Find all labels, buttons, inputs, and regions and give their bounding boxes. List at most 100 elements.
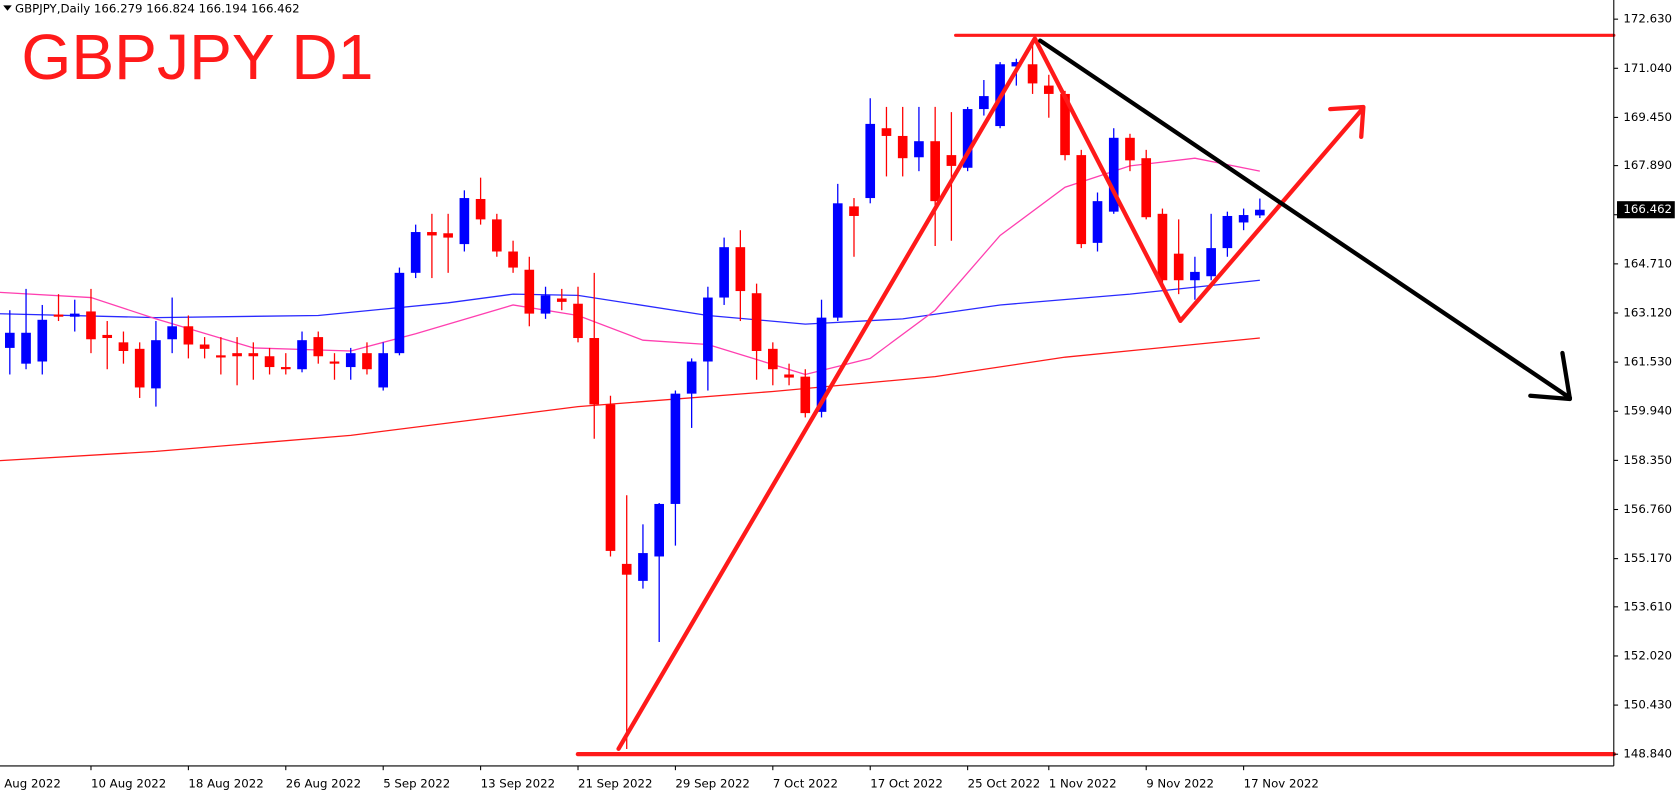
candles: [4, 42, 1265, 749]
candle-body: [946, 155, 957, 166]
y-tick-label: 158.350: [1623, 453, 1672, 467]
chart-title: GBPJPY D1: [21, 21, 373, 93]
candle-body: [719, 247, 729, 298]
candle-body: [1238, 215, 1249, 223]
candle-body: [216, 355, 226, 358]
down-trend-line: [1038, 38, 1573, 401]
x-tick-label: 7 Oct 2022: [773, 777, 838, 791]
y-tick-label: 150.430: [1623, 698, 1672, 712]
candle-body: [183, 326, 194, 345]
y-tick-label: 152.020: [1623, 648, 1672, 662]
arrow-head-up: [1328, 104, 1366, 140]
zigzag: [616, 36, 1365, 751]
candle-body: [1125, 137, 1135, 161]
candle-body: [605, 404, 616, 551]
price-tag: [1617, 201, 1675, 219]
y-tick-label: 161.530: [1623, 355, 1672, 369]
candle-body: [280, 367, 291, 370]
candle-body: [86, 311, 96, 340]
drawings: [575, 33, 1616, 757]
y-tick-label: 153.610: [1623, 599, 1672, 613]
candle-body: [832, 203, 843, 318]
candle-body: [897, 135, 908, 159]
candle-body: [297, 340, 307, 370]
candle-body: [735, 247, 746, 292]
candle-body: [394, 272, 405, 354]
candle-body: [69, 313, 80, 317]
x-tick-label: 17 Oct 2022: [870, 777, 943, 791]
header: GBPJPY,Daily 166.279 166.824 166.194 166…: [15, 1, 300, 15]
candle-body: [134, 348, 145, 388]
x-tick-label: 29 Sep 2022: [675, 777, 750, 791]
low-value: 166.194: [199, 1, 248, 15]
symbol: GBPJPY,Daily: [15, 1, 90, 15]
y-tick-label: 169.450: [1623, 110, 1672, 124]
candle-body: [151, 340, 161, 389]
candle-body: [167, 326, 177, 340]
candle-body: [1222, 215, 1233, 249]
y-tick-label: 148.840: [1623, 747, 1672, 761]
x-tick-label: 13 Sep 2022: [481, 777, 555, 791]
y-tick-label: 159.940: [1623, 404, 1672, 418]
candle-body: [1092, 201, 1103, 243]
candle-body: [508, 251, 518, 268]
candle-body: [1141, 158, 1152, 218]
candle-body: [1190, 271, 1200, 281]
x-tick-label: 18 Aug 2022: [188, 777, 263, 791]
candle-body: [556, 298, 567, 302]
x-tick-label: 25 Oct 2022: [968, 777, 1041, 791]
candle-body: [1060, 93, 1070, 156]
candle-body: [492, 219, 502, 252]
x-tick-label: 1 Nov 2022: [1049, 777, 1117, 791]
candle-body: [800, 376, 811, 414]
candle-body: [1255, 209, 1265, 216]
open-value: 166.279: [94, 1, 143, 15]
candle-body: [118, 342, 129, 351]
candle-body: [475, 198, 486, 220]
y-tick-label: 156.760: [1623, 502, 1672, 516]
candle-body: [4, 332, 15, 348]
x-tick-label: 21 Sep 2022: [578, 777, 653, 791]
candle-body: [1108, 137, 1119, 212]
candle-body: [248, 353, 259, 357]
candle-body: [102, 334, 113, 339]
candle-body: [849, 206, 859, 216]
y-tick-label: 155.170: [1623, 551, 1672, 565]
moving-average: [0, 279, 1260, 325]
candle-body: [1157, 213, 1168, 281]
candle-body: [459, 198, 470, 245]
candle-body: [313, 337, 324, 357]
candle-body: [443, 233, 453, 238]
x-tick-label: 9 Nov 2022: [1146, 777, 1214, 791]
candle-body: [638, 553, 648, 581]
candle-body: [881, 128, 892, 136]
candle-body: [979, 96, 989, 110]
y-tick-label: 172.630: [1623, 12, 1672, 26]
high-value: 166.824: [146, 1, 195, 15]
candle-body: [686, 361, 697, 394]
arrow-head-down: [1528, 350, 1573, 402]
candle-body: [540, 295, 551, 314]
close-value: 166.462: [251, 1, 300, 15]
candle-body: [670, 393, 681, 504]
candle-body: [1206, 248, 1216, 277]
candle-body: [914, 141, 924, 158]
y-tick-label: 164.710: [1623, 256, 1672, 270]
candle-body: [589, 338, 600, 405]
candle-body: [816, 317, 827, 412]
candle-body: [703, 297, 713, 362]
candle-body: [573, 303, 583, 339]
x-tick-label: Aug 2022: [4, 777, 61, 791]
axis-labels: 172.630171.040169.450167.890166.300164.7…: [4, 12, 1675, 791]
candle-body: [21, 332, 31, 364]
x-tick-label: 10 Aug 2022: [91, 777, 166, 791]
candle-body: [1043, 85, 1054, 94]
candle-body: [329, 361, 340, 364]
x-tick-label: 17 Nov 2022: [1244, 777, 1319, 791]
x-tick-label: 5 Sep 2022: [383, 777, 450, 791]
candle-body: [232, 353, 242, 357]
candle-body: [865, 123, 876, 199]
candle-body: [345, 353, 356, 368]
candle-body: [1173, 253, 1184, 281]
